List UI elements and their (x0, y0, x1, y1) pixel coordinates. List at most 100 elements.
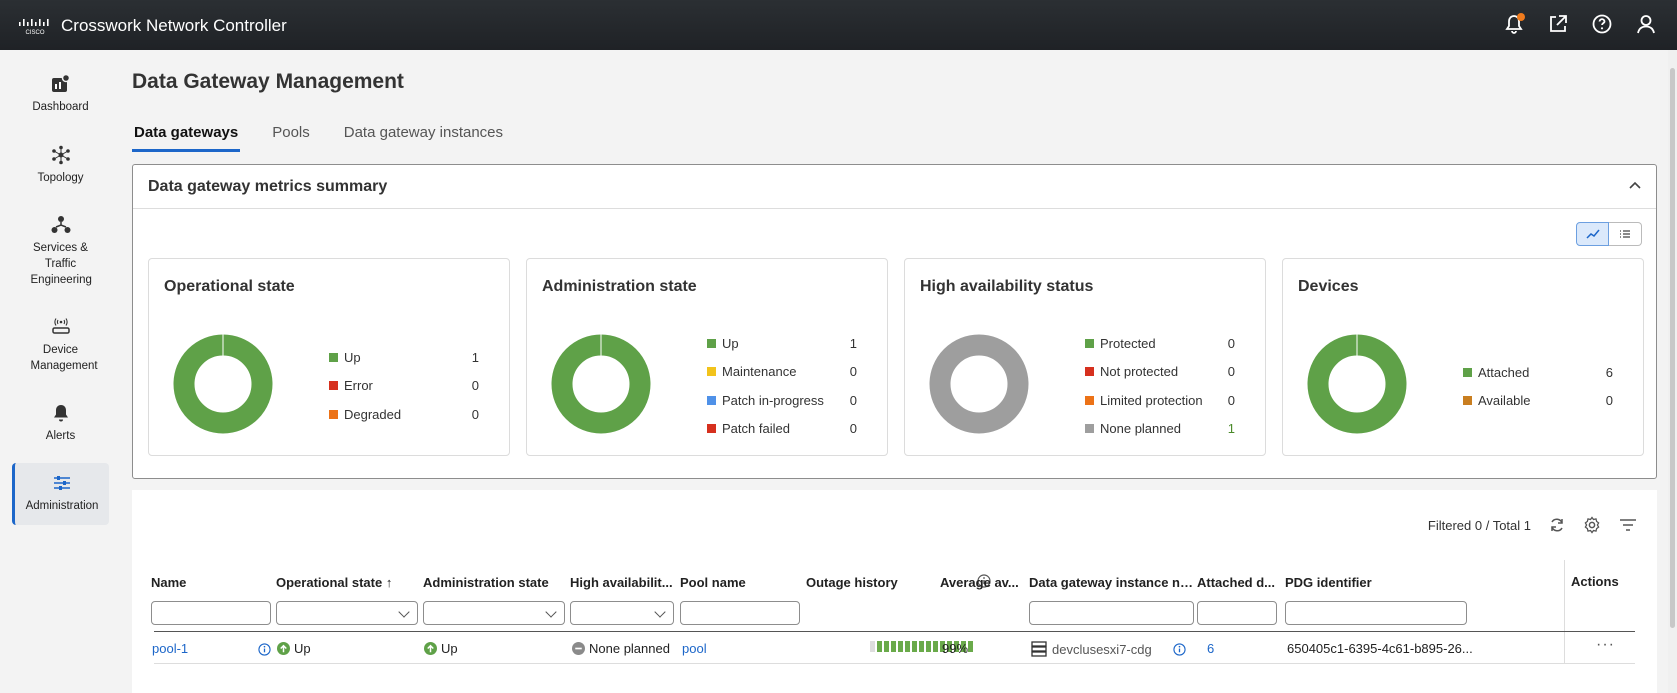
operational-state-cell: Up (277, 641, 311, 656)
legend-item: Up 1 (329, 343, 479, 372)
top-bar: CISCO Crosswork Network Controller (0, 0, 1677, 50)
user-profile-icon[interactable] (1635, 13, 1657, 35)
sidebar-item-topology[interactable]: Topology (12, 145, 109, 186)
page-title: Data Gateway Management (132, 70, 404, 93)
column-header-actions: Actions (1571, 574, 1619, 589)
column-header-name[interactable]: Name (151, 575, 187, 590)
operational-state-donut (173, 334, 273, 434)
refresh-icon[interactable] (1549, 517, 1565, 533)
help-icon[interactable] (1591, 13, 1613, 35)
filter-count-text: Filtered 0 / Total 1 (1427, 517, 1531, 533)
card-title: Administration state (542, 278, 697, 295)
devices-card: Devices Attached 6 Available 0 (1282, 258, 1644, 456)
column-header-operational-state[interactable]: Operational state ↑ (276, 575, 393, 590)
pool-name-link[interactable]: pool (682, 641, 707, 656)
sidebar-item-services-traffic-engineering[interactable]: Services & Traffic Engineering (12, 215, 109, 288)
devices-donut (1307, 334, 1407, 434)
sort-ascending-icon: ↑ (385, 575, 393, 590)
pdg-identifier-filter-input[interactable] (1285, 601, 1467, 625)
legend: Protected 0 Not protected 0 Limited protec… (1085, 329, 1235, 443)
column-header-outage-history[interactable]: Outage history (806, 575, 898, 590)
services-icon (51, 216, 70, 233)
legend-item: Protected 0 (1085, 329, 1235, 358)
sidebar-item-administration[interactable]: Administration (12, 463, 109, 525)
administration-sliders-icon (54, 476, 70, 490)
legend: Up 1 Error 0 Degraded 0 (329, 343, 479, 429)
tab-bar: Data gateways Pools Data gateway instanc… (132, 122, 535, 152)
info-icon[interactable] (258, 643, 271, 656)
column-header-administration-state[interactable]: Administration state (423, 575, 549, 590)
sidebar-item-dashboard[interactable]: Dashboard (12, 74, 109, 115)
legend-item: None planned 1 (1085, 415, 1235, 444)
high-availability-cell: None planned (572, 641, 670, 656)
settings-gear-icon[interactable] (1583, 516, 1601, 534)
high-availability-donut (929, 334, 1029, 434)
info-icon[interactable] (977, 574, 991, 588)
legend: Up 1 Maintenance 0 Patch in-progress 0 Patc… (707, 329, 857, 443)
sidebar: Dashboard Topology Services & Traffic En… (0, 50, 116, 693)
alerts-bell-icon (53, 405, 68, 422)
attached-devices-filter-input[interactable] (1197, 601, 1277, 625)
app-title: Crosswork Network Controller (61, 16, 287, 35)
trend-chart-icon (1585, 229, 1600, 239)
tab-pools[interactable]: Pools (272, 124, 310, 141)
page-scrollbar[interactable] (1668, 50, 1677, 693)
pool-name-filter-input[interactable] (680, 601, 800, 625)
column-header-average-availability[interactable]: Average av... (940, 575, 1019, 590)
column-header-attached-devices[interactable]: Attached d... (1197, 575, 1276, 590)
sidebar-item-label: Administration (25, 500, 99, 512)
svg-text:CISCO: CISCO (25, 30, 44, 35)
notification-badge (1517, 13, 1525, 21)
high-availability-card: High availability status Protected 0 Not … (904, 258, 1266, 456)
server-icon (1031, 641, 1047, 657)
administration-state-filter-select[interactable] (423, 601, 565, 625)
instance-name-cell: devclusesxi7-cdg (1031, 641, 1152, 657)
legend-item: Up 1 (707, 329, 857, 358)
data-gateways-table-panel: Filtered 0 / Total 1 Name Operational st… (132, 490, 1657, 693)
high-availability-filter-select[interactable] (570, 601, 674, 625)
external-link-icon[interactable] (1547, 13, 1569, 35)
topology-icon (51, 145, 70, 165)
column-header-pdg-identifier[interactable]: PDG identifier (1285, 575, 1372, 590)
card-title: High availability status (920, 278, 1094, 295)
row-actions-menu[interactable]: ··· (1596, 636, 1615, 653)
operational-state-filter-select[interactable] (276, 601, 418, 625)
sidebar-item-label: Dashboard (32, 101, 89, 113)
column-header-instance-name[interactable]: Data gateway instance na... (1029, 575, 1194, 590)
none-planned-status-icon (572, 642, 585, 655)
legend-item: Maintenance 0 (707, 358, 857, 387)
table-toolbar: Filtered 0 / Total 1 (1428, 516, 1637, 534)
legend-item: Attached 6 (1463, 358, 1613, 387)
sidebar-item-label: Alerts (45, 430, 76, 442)
administration-state-donut (551, 334, 651, 434)
sidebar-item-label: Services & Traffic Engineering (30, 242, 92, 286)
tab-data-gateway-instances[interactable]: Data gateway instances (343, 124, 504, 141)
gateway-name-link[interactable]: pool-1 (152, 641, 189, 656)
name-filter-input[interactable] (151, 601, 271, 625)
administration-state-card: Administration state Up 1 Maintenance 0 Pa… (526, 258, 888, 456)
pdg-identifier-cell: 650405c1-6395-4c61-b895-26... (1287, 641, 1473, 656)
sidebar-item-label: Topology (37, 172, 84, 184)
instance-name-filter-input[interactable] (1029, 601, 1194, 625)
card-title: Operational state (164, 278, 295, 295)
operational-state-card: Operational state Up 1 Error 0 Degraded 0 (148, 258, 510, 456)
outage-history-bar[interactable] (870, 641, 973, 652)
tab-data-gateways[interactable]: Data gateways (132, 122, 241, 152)
sidebar-item-alerts[interactable]: Alerts (12, 403, 109, 444)
chart-view-button[interactable] (1576, 222, 1609, 246)
column-header-high-availability[interactable]: High availabilit... (570, 575, 673, 590)
list-icon (1620, 230, 1630, 238)
attached-devices-link[interactable]: 6 (1207, 641, 1215, 656)
info-icon[interactable] (1173, 643, 1186, 656)
filter-icon[interactable] (1619, 518, 1637, 532)
sidebar-item-device-management[interactable]: Device Management (12, 317, 109, 374)
legend-item: Limited protection 0 (1085, 386, 1235, 415)
legend: Attached 6 Available 0 (1463, 358, 1613, 415)
legend-item: Not protected 0 (1085, 358, 1235, 387)
column-header-pool-name[interactable]: Pool name (680, 575, 746, 590)
chevron-up-icon[interactable] (1628, 179, 1642, 193)
metrics-summary-title: Data gateway metrics summary (133, 165, 1656, 209)
notifications-bell-icon[interactable] (1503, 13, 1525, 35)
list-view-button[interactable] (1609, 222, 1642, 246)
legend-item: Available 0 (1463, 387, 1613, 416)
